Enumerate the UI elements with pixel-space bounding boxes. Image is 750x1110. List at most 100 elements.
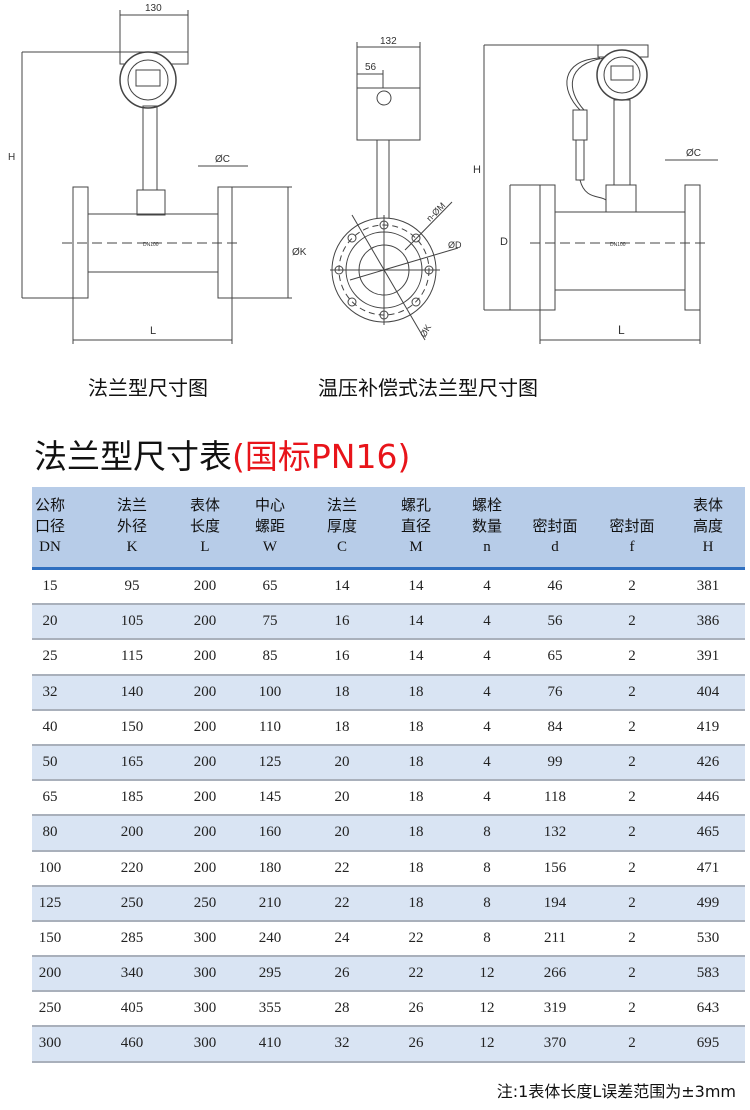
table-cell: 300 xyxy=(193,929,217,946)
header-l2: 密封面 xyxy=(532,517,578,535)
table-cell: 370 xyxy=(543,1035,567,1052)
table-cell: 4 xyxy=(483,683,491,700)
dim-bolt-holes-label: n-ØM xyxy=(424,200,447,223)
table-cell: 28 xyxy=(334,1000,350,1017)
dim-flange-thickness-label: ØC xyxy=(215,154,230,165)
table-cell: 22 xyxy=(408,965,424,982)
table-header: 公称 口径 DN 法兰 外径 K 表体 长度 L 中心 螺距 W 法兰 厚度 C 螺孔 直径 M 螺栓 数量 n 密封面… xyxy=(32,487,745,570)
table-cell: 20 xyxy=(42,613,58,630)
table-cell: 2 xyxy=(628,718,636,735)
table-cell: 391 xyxy=(696,648,720,665)
table-cell: 460 xyxy=(120,1035,144,1052)
header-sym: DN xyxy=(39,539,61,555)
table-cell: 185 xyxy=(120,789,144,806)
table-cell: 165 xyxy=(120,753,144,770)
table-cell: 4 xyxy=(483,718,491,735)
table-cell: 75 xyxy=(262,613,278,630)
table-cell: 200 xyxy=(193,824,217,841)
table-cell: 132 xyxy=(543,824,567,841)
table-row: 250 405 300 355 28 26 12 319 2 643 xyxy=(32,992,745,1028)
table-cell: 25 xyxy=(42,648,58,665)
table-cell: 160 xyxy=(258,824,282,841)
header-sym: W xyxy=(262,539,278,555)
dim-comp-flange-thickness-label: ØC xyxy=(686,148,701,159)
table-row: 25 115 200 85 16 14 4 65 2 391 xyxy=(32,640,745,676)
header-sym: f xyxy=(629,539,635,555)
table-row: 300 460 300 410 32 26 12 370 2 695 xyxy=(32,1027,745,1063)
table-cell: 419 xyxy=(696,718,720,735)
table-cell: 85 xyxy=(262,648,278,665)
table-cell: 300 xyxy=(193,1035,217,1052)
table-cell: 65 xyxy=(42,789,58,806)
table-cell: 446 xyxy=(696,789,720,806)
table-cell: 95 xyxy=(124,578,140,594)
table-cell: 499 xyxy=(696,894,720,911)
table-cell: 200 xyxy=(193,789,217,806)
table-cell: 4 xyxy=(483,648,491,665)
table-cell: 386 xyxy=(696,613,720,630)
column-header: 密封面 f xyxy=(597,495,667,558)
header-l1: 螺栓 xyxy=(471,496,502,514)
table-cell: 145 xyxy=(258,789,282,806)
table-cell: 2 xyxy=(628,753,636,770)
table-cell: 125 xyxy=(38,894,62,911)
table-cell: 2 xyxy=(628,683,636,700)
table-cell: 240 xyxy=(258,929,282,946)
table-cell: 643 xyxy=(696,1000,720,1017)
table-cell: 200 xyxy=(193,648,217,665)
table-cell: 125 xyxy=(258,753,282,770)
flange-drawing-caption: 法兰型尺寸图 xyxy=(88,376,208,400)
table-cell: 319 xyxy=(543,1000,567,1017)
table-row: 150 285 300 240 24 22 8 211 2 530 xyxy=(32,922,745,958)
header-sym: L xyxy=(200,539,210,555)
table-cell: 200 xyxy=(193,683,217,700)
table-cell: 18 xyxy=(408,824,424,841)
table-cell: 200 xyxy=(193,753,217,770)
table-cell: 84 xyxy=(547,718,563,735)
table-cell: 22 xyxy=(408,929,424,946)
table-cell: 12 xyxy=(479,1035,495,1052)
table-cell: 285 xyxy=(120,929,144,946)
table-row: 15 95 200 65 14 14 4 46 2 381 xyxy=(32,570,745,606)
table-cell: 22 xyxy=(334,894,350,911)
table-row: 125 250 250 210 22 18 8 194 2 499 xyxy=(32,886,745,922)
table-cell: 118 xyxy=(544,789,566,806)
compensated-drawing-caption: 温压补偿式法兰型尺寸图 xyxy=(318,376,538,400)
table-cell: 16 xyxy=(334,648,350,665)
compensated-nameplate-label: DN100 xyxy=(610,242,626,248)
header-l1 xyxy=(597,495,667,516)
table-cell: 26 xyxy=(334,965,350,982)
table-cell: 140 xyxy=(120,683,144,700)
dim-flange-outer-label: ØK xyxy=(292,247,307,258)
table-cell: 266 xyxy=(543,965,567,982)
table-cell: 15 xyxy=(42,578,58,594)
table-cell: 200 xyxy=(193,859,217,876)
table-cell: 340 xyxy=(120,965,144,982)
column-header: 螺孔 直径 M xyxy=(381,495,451,558)
table-cell: 8 xyxy=(483,929,491,946)
table-cell: 12 xyxy=(479,1000,495,1017)
table-cell: 110 xyxy=(259,718,281,735)
table-cell: 50 xyxy=(42,753,58,770)
table-cell: 2 xyxy=(628,1000,636,1017)
header-sym: C xyxy=(336,539,347,555)
column-header: 中心 螺距 W xyxy=(235,495,305,558)
table-cell: 20 xyxy=(334,753,350,770)
table-cell: 426 xyxy=(696,753,720,770)
table-cell: 2 xyxy=(628,929,636,946)
header-sym: H xyxy=(702,539,714,555)
dim-pitch-label: ØK xyxy=(418,323,433,339)
table-cell: 300 xyxy=(38,1035,62,1052)
table-cell: 200 xyxy=(193,613,217,630)
table-cell: 100 xyxy=(258,683,282,700)
table-cell: 22 xyxy=(334,859,350,876)
table-cell: 471 xyxy=(696,859,720,876)
table-cell: 381 xyxy=(696,578,720,594)
table-cell: 410 xyxy=(258,1035,282,1052)
table-cell: 200 xyxy=(120,824,144,841)
table-cell: 80 xyxy=(42,824,58,841)
header-l2: 长度 xyxy=(189,517,220,535)
table-cell: 14 xyxy=(408,613,424,630)
table-cell: 220 xyxy=(120,859,144,876)
